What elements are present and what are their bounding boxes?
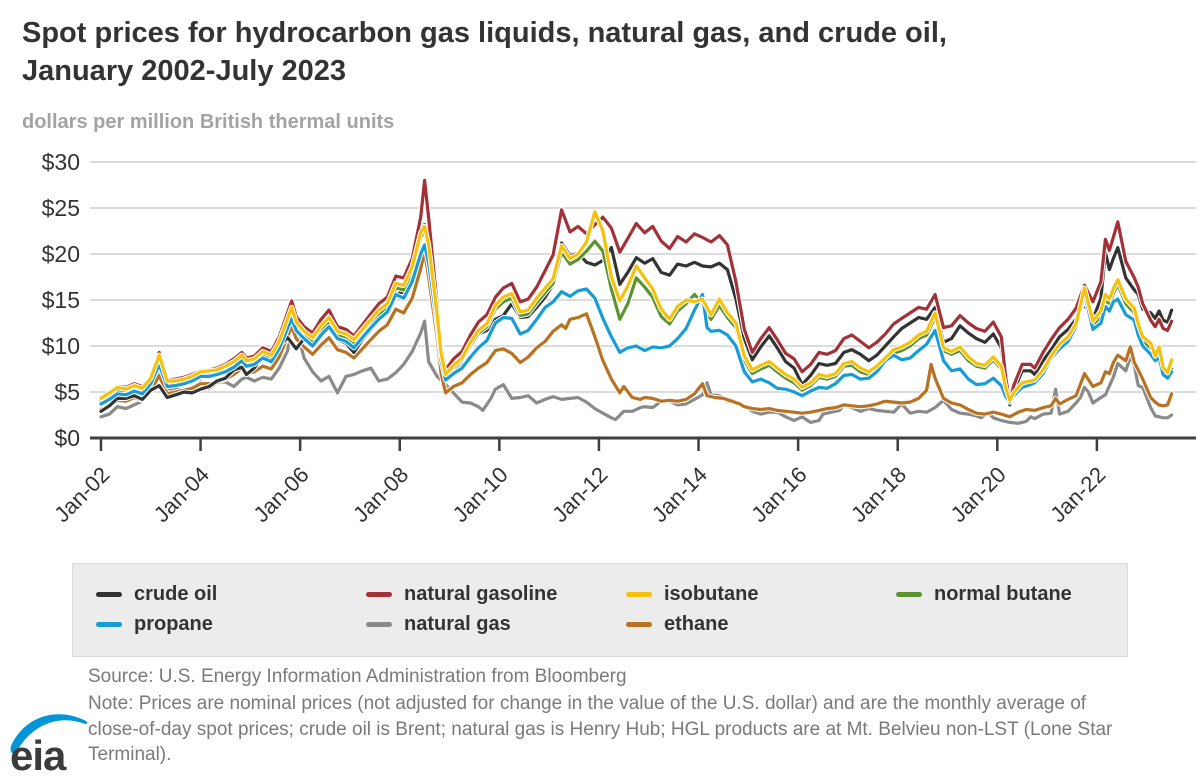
x-tick-label: Jan-14	[647, 462, 712, 527]
x-tick-label: Jan-16	[746, 462, 811, 527]
chart-legend: crude oil natural gasoline isobutane normal…	[72, 563, 1128, 657]
legend-swatch-isobutane	[626, 591, 652, 597]
legend-label-crude-oil: crude oil	[134, 582, 218, 605]
legend-swatch-propane	[96, 621, 122, 627]
series-halo-crude-oil	[98, 222, 1175, 414]
x-tick-label: Jan-22	[1045, 462, 1110, 527]
source-note: Source: U.S. Energy Information Administ…	[88, 666, 627, 687]
legend-item-natural-gasoline: natural gasoline	[366, 583, 626, 606]
legend-swatch-natural-gas	[366, 621, 392, 627]
y-tick-label: $30	[42, 149, 80, 175]
legend-swatch-crude-oil	[96, 591, 122, 597]
x-axis: Jan-02 Jan-04 Jan-06 Jan-08 Jan-10 Jan-12 Jan-…	[49, 436, 1196, 527]
legend-item-normal-butane: normal butane	[896, 583, 1127, 606]
series-line-isobutane	[99, 210, 1174, 402]
legend-swatch-natural-gasoline	[366, 591, 392, 597]
legend-swatch-normal-butane	[896, 591, 922, 597]
eia-logo: eia	[8, 704, 92, 779]
legend-item-ethane: ethane	[626, 613, 896, 636]
legend-label-isobutane: isobutane	[664, 582, 759, 605]
legend-label-ethane: ethane	[664, 612, 729, 635]
x-tick-label: Jan-10	[448, 462, 513, 527]
y-tick-label: $20	[42, 241, 80, 267]
legend-label-propane: propane	[134, 612, 213, 635]
series-line-propane	[99, 243, 1174, 406]
footer-notes: Source: U.S. Energy Information Administ…	[88, 664, 1136, 768]
y-tick-label: $10	[42, 333, 80, 359]
y-tick-label: $25	[42, 195, 80, 221]
eia-logo-graphic: eia	[10, 714, 88, 779]
legend-item-propane: propane	[96, 613, 366, 636]
legend-label-normal-butane: normal butane	[934, 582, 1072, 605]
legend-label-natural-gasoline: natural gasoline	[404, 582, 558, 605]
series-halo-isobutane	[98, 209, 1175, 403]
x-tick-label: Jan-08	[348, 462, 413, 527]
series-lines	[98, 177, 1175, 426]
x-tick-label: Jan-06	[248, 462, 313, 527]
y-tick-label: $15	[42, 287, 80, 313]
x-tick-label: Jan-12	[547, 462, 612, 527]
series-line-ethane	[99, 249, 1174, 419]
y-tick-label: $5	[54, 379, 80, 405]
x-tick-label: Jan-20	[946, 462, 1011, 527]
legend-item-natural-gas: natural gas	[366, 613, 626, 636]
axis-unit-label: dollars per million British thermal unit…	[22, 111, 395, 133]
legend-label-natural-gas: natural gas	[404, 612, 511, 635]
methodology-note: Note: Prices are nominal prices (not adj…	[88, 692, 1113, 766]
legend-item-crude-oil: crude oil	[96, 583, 366, 606]
eia-logo-swoosh	[10, 714, 88, 754]
x-tick-label: Jan-04	[149, 462, 214, 527]
x-tick-label: Jan-18	[846, 462, 911, 527]
x-tick-label: Jan-02	[49, 462, 114, 527]
eia-logo-text: eia	[10, 732, 67, 778]
y-axis-labels: $0 $5 $10 $15 $20 $25 $30	[42, 149, 80, 451]
y-tick-label: $0	[54, 425, 80, 451]
legend-item-isobutane: isobutane	[626, 583, 896, 606]
series-line-natural-gasoline	[99, 178, 1174, 404]
legend-swatch-ethane	[626, 621, 652, 627]
page-title: Spot prices for hydrocarbon gas liquids,…	[22, 17, 947, 88]
series-line-crude-oil	[99, 223, 1174, 413]
